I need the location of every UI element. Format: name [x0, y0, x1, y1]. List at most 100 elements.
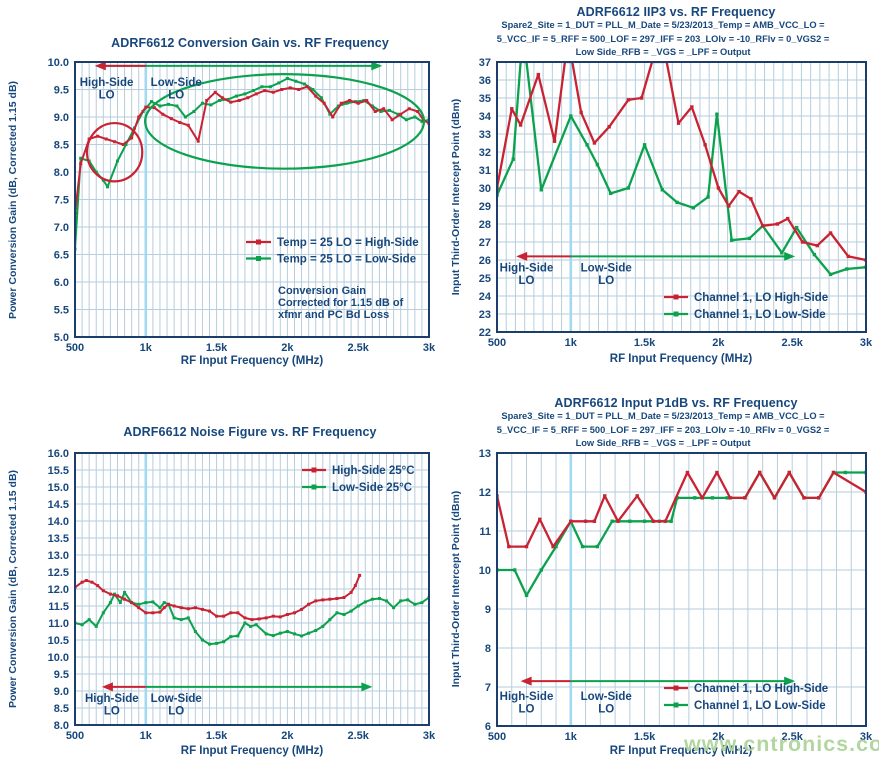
legend-marker-green — [673, 702, 679, 708]
data-point-marker — [130, 601, 134, 605]
data-point-marker — [137, 602, 141, 606]
annotation-label: LO — [598, 275, 614, 287]
data-point-marker — [628, 519, 632, 523]
data-point-marker — [144, 105, 148, 109]
legend-marker-green — [673, 311, 679, 317]
data-point-marker — [257, 617, 261, 621]
data-point-marker — [113, 140, 117, 144]
data-point-marker — [278, 631, 282, 635]
y-tick-label: 8.5 — [54, 703, 69, 715]
data-point-marker — [149, 100, 153, 104]
data-point-marker — [311, 88, 315, 91]
data-point-marker — [817, 496, 821, 500]
data-point-marker — [760, 224, 765, 228]
data-point-marker — [222, 614, 226, 618]
data-point-marker — [123, 597, 127, 601]
y-tick-label: 28 — [479, 219, 491, 231]
y-tick-label: 7.0 — [54, 222, 69, 234]
annotation-label: LO — [519, 703, 535, 715]
y-tick-label: 37 — [479, 57, 491, 69]
data-point-marker — [226, 97, 230, 101]
data-point-marker — [812, 252, 817, 257]
y-tick-label: 7.5 — [54, 195, 69, 207]
y-tick-label: 6.5 — [54, 250, 69, 262]
arrowhead-green — [361, 682, 373, 692]
x-tick-label: 1k — [140, 342, 153, 354]
data-point-marker — [420, 119, 424, 123]
data-point-marker — [365, 99, 369, 102]
x-tick-label: 2.5k — [781, 337, 803, 349]
arrowhead-red — [94, 61, 106, 71]
data-point-marker — [390, 118, 394, 122]
data-point-marker — [158, 606, 162, 610]
y-tick-label: 9.5 — [54, 669, 69, 681]
data-point-marker — [144, 611, 148, 615]
grid — [496, 61, 867, 333]
data-point-marker — [175, 104, 179, 108]
data-point-marker — [616, 519, 620, 523]
y-tick-label: 25 — [479, 273, 491, 285]
y-tick-label: 22 — [479, 327, 491, 339]
legend-label: Temp = 25 LO = Low-Side — [277, 254, 416, 266]
data-point-marker — [663, 519, 667, 523]
y-tick-label: 12.5 — [48, 567, 69, 579]
data-point-marker — [285, 630, 289, 633]
data-point-marker — [307, 631, 311, 635]
data-point-marker — [288, 86, 292, 90]
data-point-marker — [399, 599, 403, 603]
data-point-marker — [651, 519, 656, 523]
data-point-marker — [407, 107, 411, 111]
annotation-label: Low-Side — [581, 691, 632, 703]
data-point-marker — [220, 96, 224, 100]
data-point-marker — [161, 112, 165, 116]
data-point-marker — [321, 598, 325, 602]
data-point-marker — [843, 470, 848, 475]
data-point-marker — [96, 134, 100, 138]
data-point-marker — [196, 139, 200, 143]
y-tick-label: 14.0 — [48, 516, 69, 528]
y-tick-label: 8.0 — [54, 167, 69, 179]
data-point-marker — [385, 599, 389, 603]
y-tick-label: 33 — [479, 129, 491, 141]
data-point-marker — [370, 597, 374, 601]
data-point-marker — [305, 85, 309, 89]
data-point-marker — [172, 616, 176, 620]
data-point-marker — [802, 496, 806, 500]
data-point-marker — [264, 632, 268, 636]
data-point-marker — [215, 614, 219, 618]
arrowhead-red — [520, 676, 532, 686]
x-tick-label: 500 — [66, 342, 84, 354]
data-point-marker — [693, 496, 697, 500]
data-point-marker — [579, 110, 583, 115]
y-tick-label: 10 — [479, 565, 491, 577]
data-point-marker — [186, 123, 190, 127]
data-point-marker — [300, 607, 304, 611]
grid — [74, 452, 430, 726]
data-point-marker — [200, 638, 204, 642]
y-tick-label: 5.0 — [54, 332, 69, 344]
data-point-marker — [642, 519, 647, 523]
data-point-marker — [158, 610, 162, 614]
arrowhead-green — [784, 676, 796, 686]
y-axis-label-input-p1db: Input Third-Order Intercept Point (dBm) — [450, 490, 462, 688]
y-tick-label: 9.5 — [54, 85, 69, 97]
grid — [74, 61, 430, 338]
annotation-label: LO — [99, 90, 115, 102]
x-tick-label: 2.5k — [347, 342, 369, 354]
x-tick-label: 3k — [860, 337, 873, 349]
tick-labels: 16.0 15.5 15.0 14.5 14.0 13.5 13.0 12.5 12.0 11.5… — [48, 448, 436, 742]
y-tick-label: 9 — [485, 604, 491, 616]
data-point-marker — [285, 77, 289, 80]
data-point-marker — [260, 85, 264, 89]
legend-label: Channel 1, LO High-Side — [694, 683, 828, 695]
data-point-marker — [710, 496, 715, 500]
data-point-marker — [158, 104, 162, 108]
data-point-marker — [690, 105, 694, 109]
data-point-marker — [775, 222, 780, 226]
data-point-marker — [263, 89, 267, 93]
watermark: www.cntronics.com — [684, 732, 879, 756]
